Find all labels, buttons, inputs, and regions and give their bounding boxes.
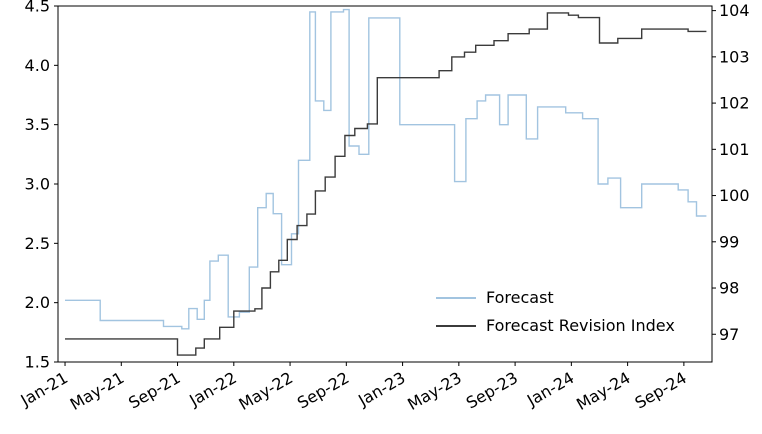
legend-entry-forecast: Forecast (436, 288, 675, 307)
x-axis-tick-label: Sep-24 (632, 368, 690, 413)
right-axis-tick-label: 98 (719, 279, 739, 298)
right-axis-tick-label: 101 (719, 140, 750, 159)
right-axis-tick-label: 102 (719, 94, 750, 113)
legend: Forecast Forecast Revision Index (436, 288, 675, 335)
left-axis-tick-label: 3.0 (25, 175, 50, 194)
legend-label-forecast: Forecast (486, 288, 554, 307)
right-axis-tick-label: 103 (719, 47, 750, 66)
x-axis-tick-label: Jan-24 (523, 368, 577, 410)
left-axis-tick-label: 2.5 (25, 234, 50, 253)
x-axis-tick-label: Jan-23 (354, 368, 408, 410)
left-axis-tick-label: 2.0 (25, 293, 50, 312)
legend-label-forecast-revision-index: Forecast Revision Index (486, 316, 675, 335)
left-axis-tick-label: 4.5 (25, 0, 50, 16)
legend-entry-forecast-revision-index: Forecast Revision Index (436, 316, 675, 335)
x-axis-tick-label: Sep-22 (294, 368, 352, 413)
series-line-1 (65, 12, 707, 356)
x-axis-tick-label: May-21 (67, 368, 128, 414)
right-axis-tick-label: 100 (719, 186, 750, 205)
x-axis-tick-label: Sep-21 (125, 368, 183, 413)
series-line-0 (65, 8, 707, 330)
right-axis-tick-label: 104 (719, 1, 750, 20)
x-axis-tick-label: Sep-23 (463, 368, 521, 413)
right-axis-tick-label: 99 (719, 232, 739, 251)
x-axis-tick-label: May-22 (236, 368, 297, 414)
x-axis-tick-label: May-23 (404, 368, 465, 414)
forecast-line-swatch (436, 296, 476, 299)
forecast-revision-index-line-swatch (436, 324, 476, 327)
right-axis-tick-label: 97 (719, 325, 739, 344)
x-axis-tick-label: Jan-22 (185, 368, 239, 410)
x-axis-tick-label: Jan-21 (17, 368, 71, 410)
left-axis-tick-label: 3.5 (25, 115, 50, 134)
x-axis-tick-label: May-24 (573, 368, 634, 414)
left-axis-tick-label: 4.0 (25, 56, 50, 75)
left-axis-tick-label: 1.5 (25, 353, 50, 372)
